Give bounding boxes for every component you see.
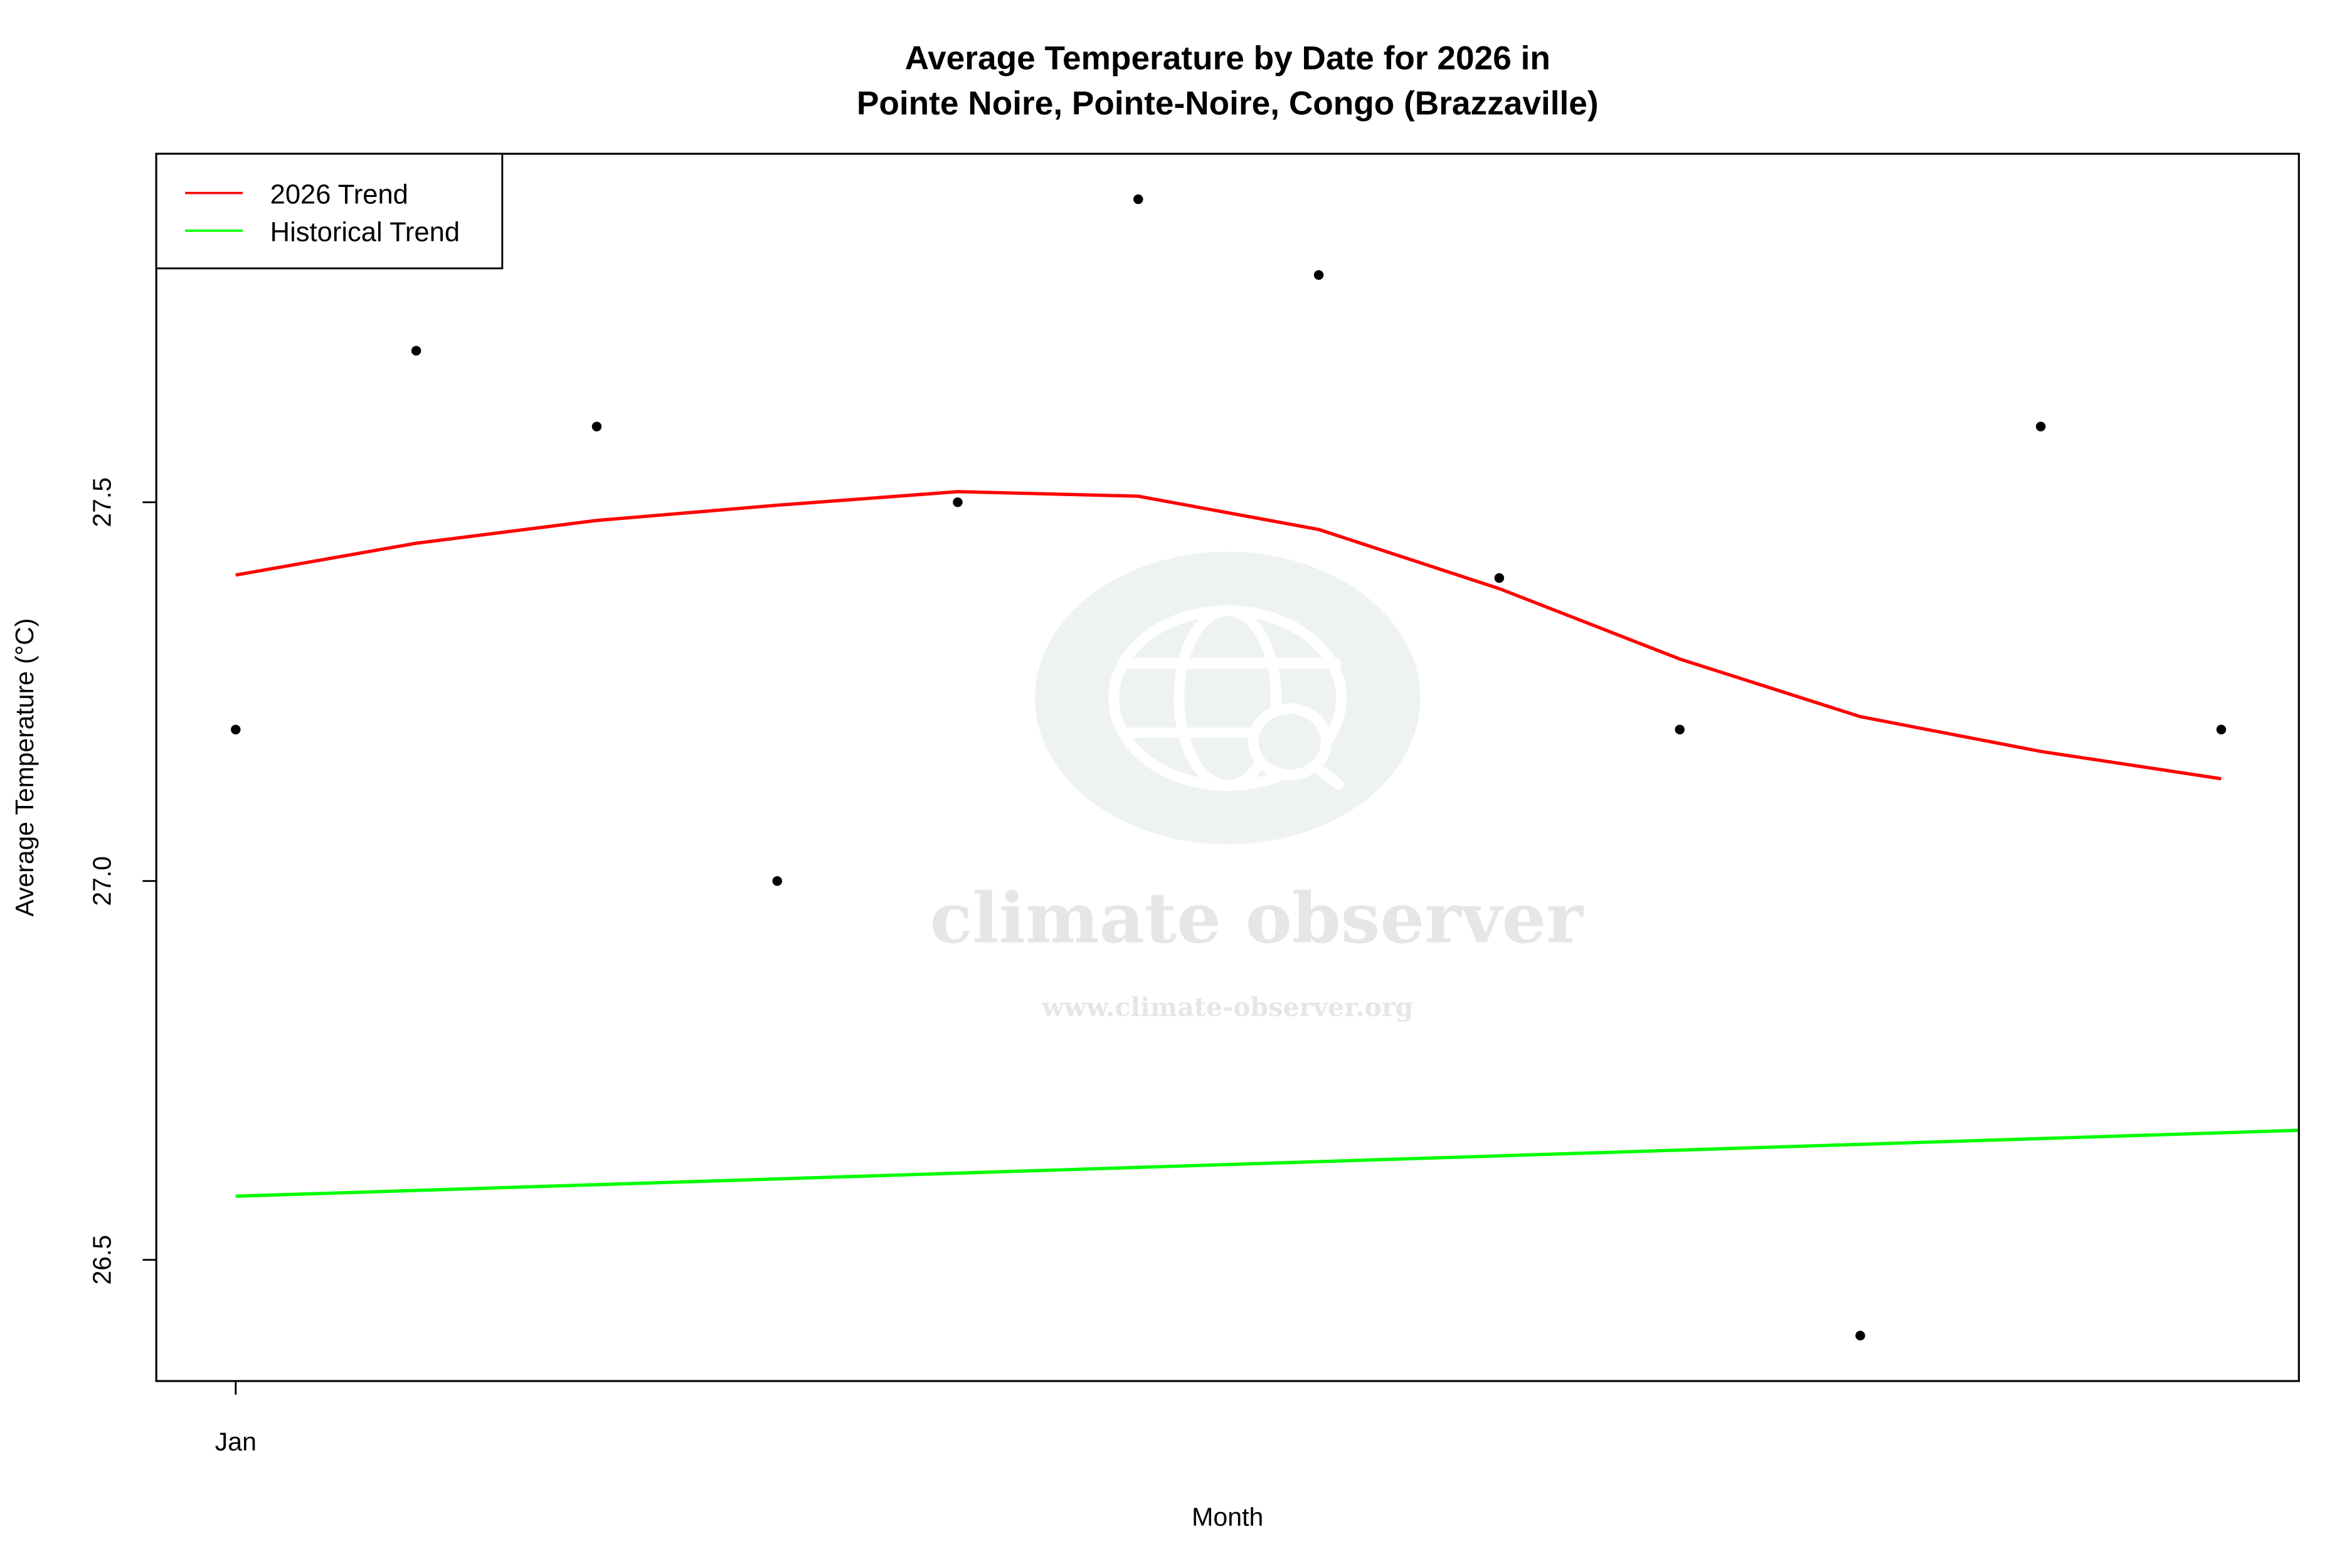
x-tick-label: Jan [215, 1428, 257, 1456]
data-point [1675, 724, 1685, 734]
data-point [953, 497, 963, 507]
legend: 2026 Trend Historical Trend [155, 152, 504, 270]
watermark-globe-icon [1035, 551, 1421, 845]
x-axis: Jan [215, 1380, 257, 1456]
watermark-magnifier-icon [1248, 703, 1332, 780]
watermark-logo: climate observer www.climate-observer.or… [930, 551, 1584, 1022]
data-point [1494, 573, 1505, 583]
data-point [772, 876, 782, 886]
legend-label-historical-trend: Historical Trend [270, 218, 460, 248]
y-axis-label: Average Temperature (°C) [10, 618, 39, 917]
watermark-url: www.climate-observer.org [1041, 992, 1413, 1022]
chart-subtitle: Pointe Noire, Pointe-Noire, Congo (Brazz… [857, 85, 1599, 122]
y-axis: 26.5 27.0 27.5 [87, 477, 157, 1285]
y-tick-label: 27.0 [87, 856, 116, 906]
plot-frame [155, 152, 2300, 1382]
data-point [2036, 421, 2046, 432]
y-tick-label: 27.5 [87, 477, 116, 527]
y-tick-label: 26.5 [87, 1235, 116, 1285]
data-point [591, 421, 602, 432]
data-point [1855, 1330, 1865, 1341]
data-point [1313, 270, 1324, 280]
data-point [2216, 724, 2227, 734]
x-axis-label: Month [1192, 1503, 1263, 1532]
legend-box [155, 152, 504, 270]
chart-title: Average Temperature by Date for 2026 in [905, 40, 1550, 77]
data-point [231, 724, 241, 734]
legend-label-2026-trend: 2026 Trend [270, 180, 408, 210]
watermark-name: climate observer [930, 878, 1584, 960]
series-line-historical-trend [235, 1128, 2299, 1198]
data-point [411, 346, 421, 356]
series-line-2026-trend [235, 490, 2222, 781]
data-point [1133, 194, 1143, 204]
